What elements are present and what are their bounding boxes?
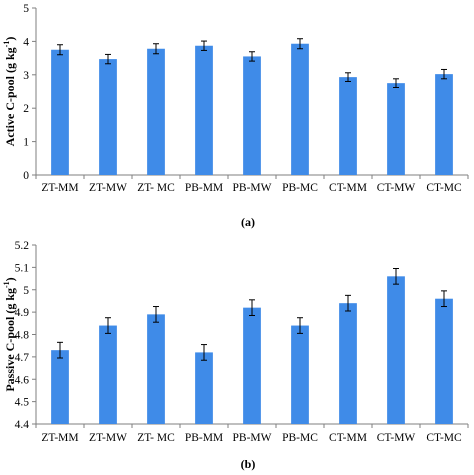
y-tick-label: 5.1: [15, 262, 30, 274]
bar-zt-mc: [147, 314, 165, 424]
bar-pb-mc: [291, 325, 309, 424]
y-tick-label: 2: [23, 103, 29, 115]
y-tick-label: 5: [23, 285, 29, 297]
bar-zt-mw: [99, 325, 117, 424]
bar-zt-mw: [99, 59, 117, 175]
x-tick-label: CT-MW: [377, 182, 416, 194]
x-tick-label: PB-MC: [282, 182, 318, 194]
y-axis-label-close: ): [3, 277, 17, 281]
y-axis-label: Passive C-pool (g kg-1): [2, 277, 17, 391]
bar-ct-mc: [435, 74, 453, 175]
y-tick-label: 4: [23, 36, 29, 48]
bar-zt-mm: [51, 350, 69, 424]
y-axis-label-superscript: -1: [2, 281, 11, 288]
x-tick-label: ZT-MW: [89, 182, 127, 194]
y-tick-label: 4.7: [15, 352, 30, 364]
bar-pb-mw: [243, 307, 261, 424]
y-tick-label: 0: [23, 170, 29, 182]
y-axis-label-text: Passive C-pool (g kg: [3, 288, 17, 392]
chart-active-c-pool: 0 1 2 3 4 5 ZT-MM ZT-MW ZT- MC PB-MM PB-MW PB-MC CT-…: [2, 3, 469, 229]
y-tick-label: 5: [23, 3, 29, 15]
x-tick-label: PB-MM: [185, 182, 223, 194]
y-tick-label: 3: [23, 70, 29, 82]
y-axis-label-superscript: -1: [2, 41, 11, 48]
x-tick-label: PB-MW: [233, 432, 272, 444]
bar-pb-mc: [291, 43, 309, 175]
y-axis-label: Active C-pool (g kg-1): [2, 37, 17, 147]
x-tick-label: ZT-MW: [89, 432, 127, 444]
y-tick-label: 4.5: [15, 397, 30, 409]
bar-pb-mm: [195, 45, 213, 175]
x-tick-label: CT-MW: [377, 432, 416, 444]
x-tick-label: CT-MC: [426, 432, 462, 444]
x-tick-label: ZT-MM: [41, 182, 78, 194]
bar-zt-mm: [51, 49, 69, 175]
x-tick-label: ZT- MC: [137, 432, 175, 444]
panel-label: (b): [241, 457, 256, 471]
bar-ct-mw: [387, 276, 405, 424]
y-tick-label: 4.9: [15, 307, 30, 319]
x-tick-label: CT-MC: [426, 182, 462, 194]
bar-pb-mm: [195, 352, 213, 424]
y-tick-label: 4.6: [15, 374, 30, 386]
x-tick-label: PB-MW: [233, 182, 272, 194]
x-tick-label: CT-MM: [329, 432, 367, 444]
x-tick-label: CT-MM: [329, 182, 367, 194]
panel-label: (a): [241, 215, 255, 229]
y-axis-label-close: ): [3, 37, 17, 41]
y-tick-label: 5.2: [15, 240, 30, 252]
bar-pb-mw: [243, 56, 261, 175]
x-tick-label: ZT-MM: [41, 432, 78, 444]
bar-ct-mm: [339, 303, 357, 424]
y-tick-label: 1: [23, 137, 29, 149]
y-axis-label-text: Active C-pool (g kg: [3, 47, 17, 146]
bar-ct-mm: [339, 77, 357, 175]
bar-ct-mw: [387, 83, 405, 175]
chart-passive-c-pool: 4.4 4.5 4.6 4.7 4.8 4.9 5 5.1 5.2 ZT-MM ZT-MW ZT- M…: [2, 240, 469, 471]
bar-zt-mc: [147, 48, 165, 175]
y-tick-label: 4.4: [15, 419, 30, 431]
bar-ct-mc: [435, 298, 453, 424]
x-tick-label: ZT- MC: [137, 182, 175, 194]
y-tick-label: 4.8: [15, 330, 30, 342]
x-tick-label: PB-MM: [185, 432, 223, 444]
x-tick-label: PB-MC: [282, 432, 318, 444]
